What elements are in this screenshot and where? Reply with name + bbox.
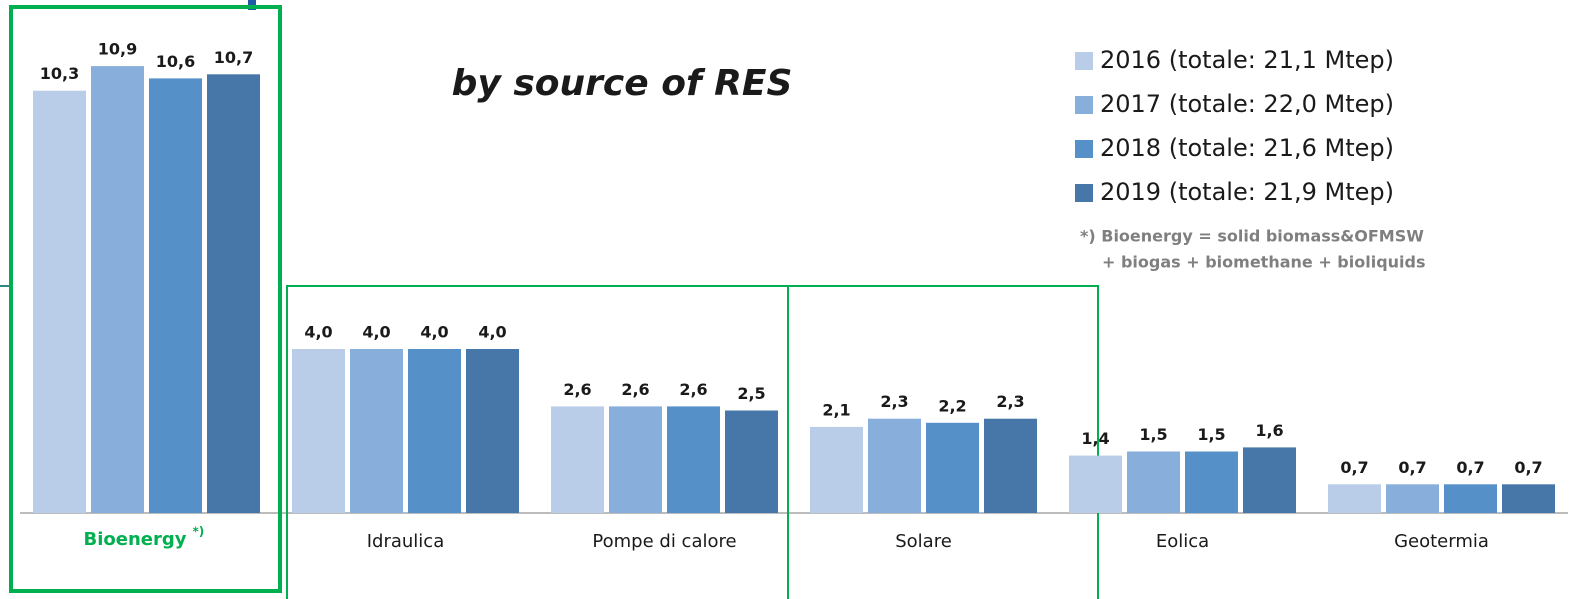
bar	[1243, 447, 1296, 513]
legend-label: 2018 (totale: 21,6 Mtep)	[1100, 134, 1394, 162]
value-label: 4,0	[478, 323, 506, 342]
bar	[33, 90, 86, 513]
bar	[1069, 455, 1122, 513]
bar	[91, 66, 144, 513]
highlight-box	[9, 5, 282, 593]
value-label: 2,3	[880, 392, 908, 411]
value-label: 4,0	[304, 323, 332, 342]
value-label: 0,7	[1340, 458, 1368, 477]
value-label: 10,9	[98, 40, 137, 59]
value-label: 2,3	[996, 392, 1024, 411]
value-label: 1,5	[1197, 425, 1225, 444]
value-label: 1,4	[1081, 429, 1109, 448]
highlight-box	[286, 285, 1099, 599]
value-label: 2,5	[737, 384, 765, 403]
bar	[1502, 484, 1555, 513]
bar	[1127, 451, 1180, 513]
legend-label: 2016 (totale: 21,1 Mtep)	[1100, 46, 1394, 74]
bar	[292, 349, 345, 513]
value-label: 10,6	[156, 52, 195, 71]
bar	[149, 78, 202, 514]
value-label: 0,7	[1514, 458, 1542, 477]
legend-swatch	[1075, 140, 1093, 158]
value-label: 2,6	[563, 380, 591, 399]
bar	[725, 410, 778, 513]
bar	[926, 422, 979, 513]
value-label: 1,6	[1255, 421, 1283, 440]
bar	[1185, 451, 1238, 513]
legend-label: 2019 (totale: 21,9 Mtep)	[1100, 178, 1394, 206]
chart-title: by source of RES	[452, 63, 793, 104]
bar	[1328, 484, 1381, 513]
note: *) Bioenergy = solid biomass&OFMSW	[1080, 227, 1424, 246]
bar	[984, 418, 1037, 513]
category-label: Idraulica	[367, 531, 445, 552]
value-label: 2,6	[621, 380, 649, 399]
bar	[350, 349, 403, 513]
category-marker: *)	[193, 525, 205, 539]
category-label: Eolica	[1156, 531, 1209, 552]
value-label: 2,2	[938, 396, 966, 415]
bar	[868, 418, 921, 513]
value-label: 4,0	[362, 323, 390, 342]
bar	[551, 406, 604, 513]
category-label: Geotermia	[1394, 531, 1489, 552]
bar	[1386, 484, 1439, 513]
bar	[207, 74, 260, 514]
value-label: 1,5	[1139, 425, 1167, 444]
value-label: 2,6	[679, 380, 707, 399]
category-label: Solare	[895, 531, 952, 552]
value-label: 0,7	[1398, 458, 1426, 477]
value-label: 4,0	[420, 323, 448, 342]
bar	[667, 406, 720, 513]
bar	[466, 349, 519, 513]
category-label: Bioenergy	[84, 529, 187, 550]
value-label: 10,7	[214, 48, 253, 67]
value-label: 0,7	[1456, 458, 1484, 477]
note: + biogas + biomethane + bioliquids	[1102, 253, 1426, 272]
value-label: 10,3	[40, 64, 79, 83]
bar	[1444, 484, 1497, 513]
bar	[408, 349, 461, 513]
category-label: Pompe di calore	[592, 531, 736, 552]
bar	[609, 406, 662, 513]
legend-swatch	[1075, 184, 1093, 202]
legend-swatch	[1075, 96, 1093, 114]
value-label: 2,1	[822, 400, 850, 419]
legend-swatch	[1075, 52, 1093, 70]
legend-label: 2017 (totale: 22,0 Mtep)	[1100, 90, 1394, 118]
bar	[810, 426, 863, 513]
